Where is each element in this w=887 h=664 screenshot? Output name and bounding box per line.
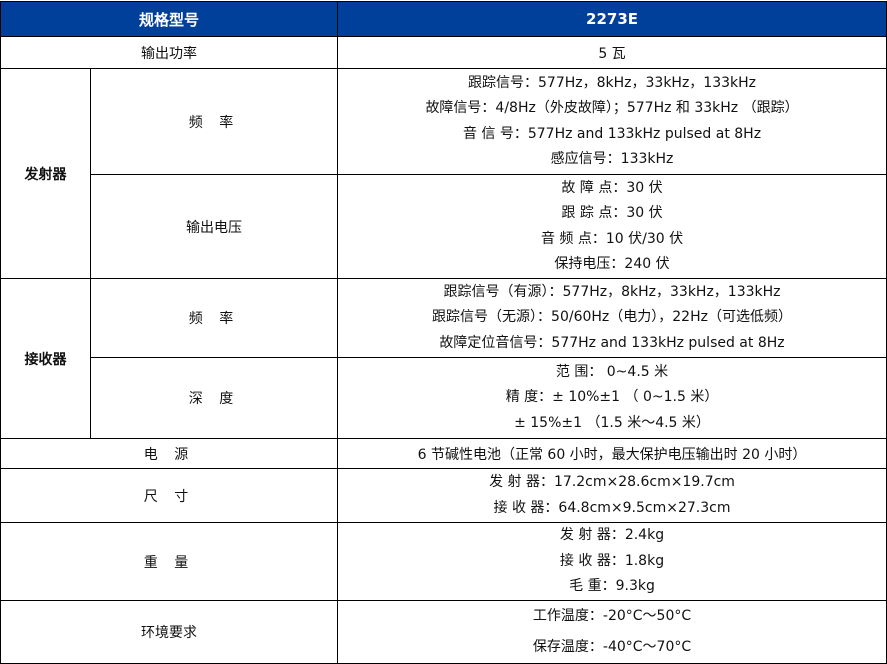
value-line: 工作温度：-20°C～50°C: [532, 608, 692, 624]
value-line: 故 障 点：30 伏: [561, 179, 663, 196]
receiver-depth-value: 范 围： 0~4.5 米 精 度：± 10%±1 （ 0~1.5 米） ± 15…: [337, 357, 887, 439]
value-line: 范 围： 0~4.5 米: [555, 363, 669, 380]
value-line: 跟 踪 点：30 伏: [561, 205, 663, 221]
value-line: 发 射 器：2.4kg: [559, 527, 665, 544]
value-line: 保存温度：-40°C～70°C: [532, 639, 692, 655]
transmitter-frequency-row: 发射器 频 率 跟踪信号：577Hz，8kHz，33kHz，133kHz 故障信…: [0, 68, 887, 279]
value-line: 故障信号：4/8Hz（外皮故障）；577Hz 和 33kHz （跟踪）: [425, 100, 799, 116]
transmitter-voltage-value: 故 障 点：30 伏 跟 踪 点：30 伏 音 频 点：10 伏/30 伏 保持…: [337, 174, 887, 279]
environment-value: 工作温度：-20°C～50°C 保存温度：-40°C～70°C: [337, 600, 887, 664]
value-line: 毛 重：9.3kg: [569, 578, 655, 595]
receiver-label: 接收器: [0, 278, 91, 439]
model-header: 2273E: [337, 1, 887, 37]
environment-label: 环境要求: [0, 600, 339, 664]
value-line: 接 收 器：64.8cm×9.5cm×27.3cm: [493, 499, 731, 516]
output-power-value: 5 瓦: [337, 36, 887, 69]
transmitter-voltage-row: 输出电压 故 障 点：30 伏 跟 踪 点：30 伏 音 频 点：10 伏/30…: [1, 174, 887, 279]
output-power-row: 输出功率 5 瓦: [0, 36, 887, 69]
value-line: 感应信号：133kHz: [550, 151, 674, 167]
value-line: ± 15%±1 （1.5 米～4.5 米）: [514, 414, 710, 431]
weight-label: 重 量: [0, 522, 339, 601]
power-row: 电 源 6 节碱性电池（正常 60 小时，最大保护电压输出时 20 小时）: [0, 438, 887, 469]
receiver-depth-row: 深 度 范 围： 0~4.5 米 精 度：± 10%±1 （ 0~1.5 米） …: [1, 357, 887, 439]
weight-value: 发 射 器：2.4kg 接 收 器：1.8kg 毛 重：9.3kg: [337, 522, 887, 601]
value-line: 接 收 器：1.8kg: [559, 552, 665, 569]
receiver-frequency-row: 接收器 频 率 跟踪信号（有源）：577Hz，8kHz，33kHz，133kHz…: [0, 278, 887, 439]
value-line: 跟踪信号：577Hz，8kHz，33kHz，133kHz: [468, 74, 757, 91]
spec-label-header: 规格型号: [0, 1, 339, 37]
value-line: 音 频 点：10 伏/30 伏: [540, 230, 684, 247]
size-value: 发 射 器：17.2cm×28.6cm×19.7cm 接 收 器：64.8cm×…: [337, 468, 887, 523]
value-line: 音 信 号：577Hz and 133kHz pulsed at 8Hz: [462, 125, 762, 142]
weight-row: 重 量 发 射 器：2.4kg 接 收 器：1.8kg 毛 重：9.3kg: [0, 522, 887, 601]
transmitter-voltage-label: 输出电压: [89, 174, 339, 279]
value-line: 发 射 器：17.2cm×28.6cm×19.7cm: [489, 474, 735, 490]
value-line: 跟踪信号（有源）：577Hz，8kHz，33kHz，133kHz: [443, 283, 781, 300]
power-value: 6 节碱性电池（正常 60 小时，最大保护电压输出时 20 小时）: [337, 438, 887, 469]
size-row: 尺 寸 发 射 器：17.2cm×28.6cm×19.7cm 接 收 器：64.…: [0, 468, 887, 523]
power-label: 电 源: [0, 438, 339, 469]
transmitter-frequency-label: 频 率: [89, 68, 339, 175]
output-power-label: 输出功率: [0, 36, 339, 69]
size-label: 尺 寸: [0, 468, 339, 523]
environment-row: 环境要求 工作温度：-20°C～50°C 保存温度：-40°C～70°C: [0, 600, 887, 664]
value-line: 精 度：± 10%±1 （ 0~1.5 米）: [505, 389, 719, 406]
receiver-frequency-value: 跟踪信号（有源）：577Hz，8kHz，33kHz，133kHz 跟踪信号（无源…: [337, 278, 887, 358]
value-line: 保持电压：240 伏: [554, 256, 670, 272]
transmitter-frequency-value: 跟踪信号：577Hz，8kHz，33kHz，133kHz 故障信号：4/8Hz（…: [337, 68, 887, 175]
value-line: 故障定位音信号：577Hz and 133kHz pulsed at 8Hz: [439, 334, 785, 351]
header-row: 规格型号 2273E: [0, 1, 887, 37]
receiver-depth-label: 深 度: [89, 357, 339, 439]
transmitter-label: 发射器: [0, 68, 91, 279]
value-line: 跟踪信号（无源）：50/60Hz（电力），22Hz（可选低频）: [432, 309, 792, 326]
receiver-frequency-label: 频 率: [89, 278, 339, 358]
